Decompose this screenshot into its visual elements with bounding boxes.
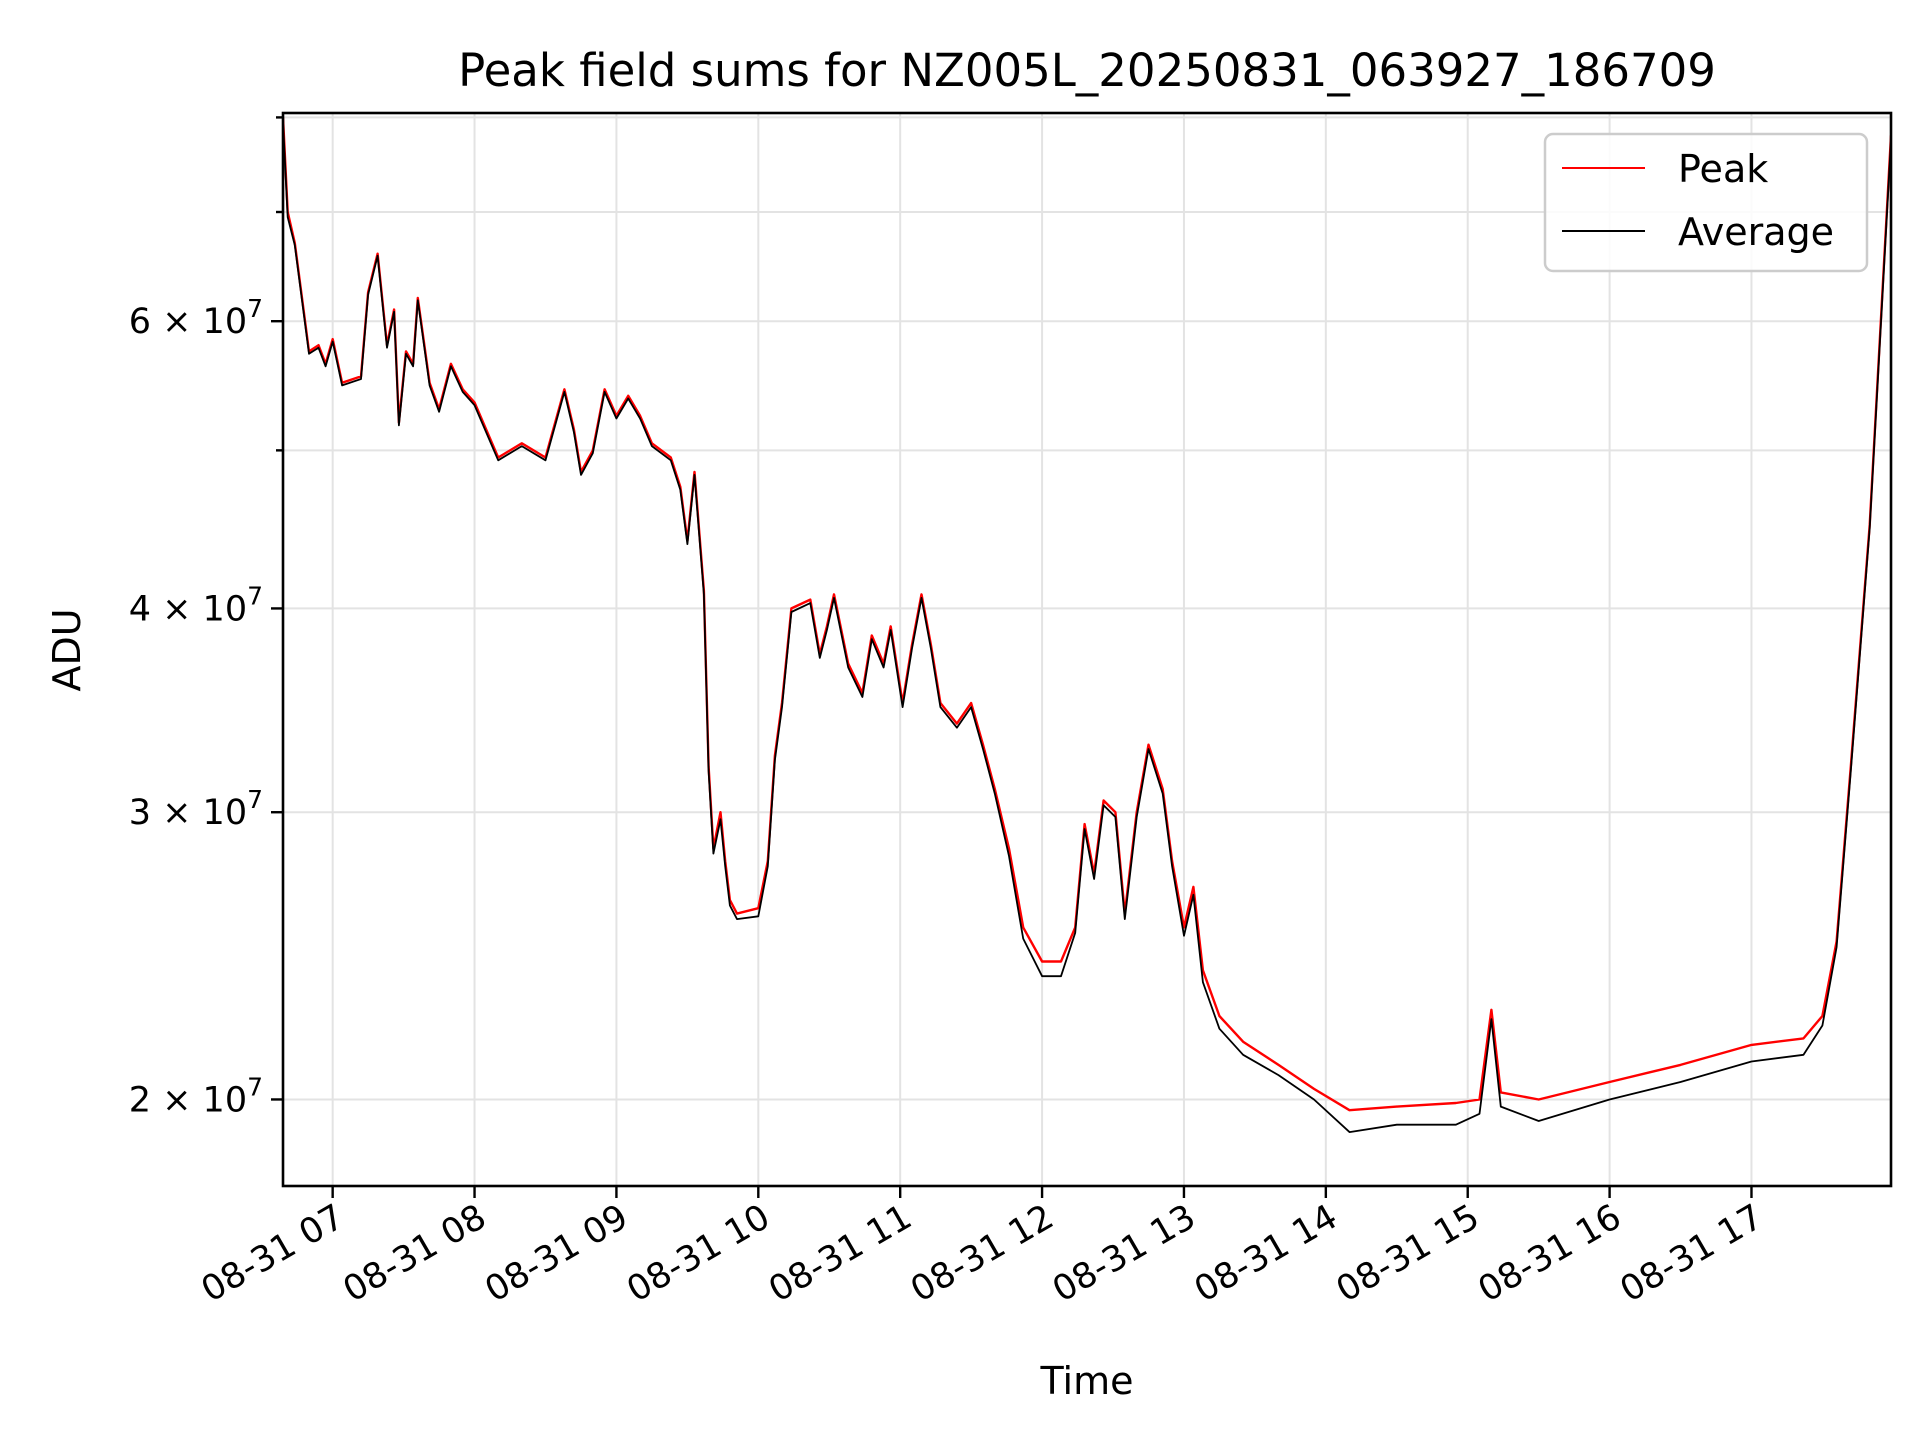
y-tick-label: 3 × 107 [129, 785, 263, 833]
x-axis-label: Time [1040, 1359, 1134, 1403]
y-tick-label: 6 × 107 [129, 294, 263, 342]
chart-title: Peak field sums for NZ005L_20250831_0639… [458, 44, 1716, 97]
legend-label-average: Average [1678, 210, 1834, 254]
y-tick-label: 2 × 107 [129, 1072, 263, 1120]
y-axis-label: ADU [45, 608, 89, 691]
plot-frame [281, 111, 1893, 1188]
series-line-average [283, 121, 1891, 1133]
legend-label-peak: Peak [1678, 147, 1768, 191]
grid-layer [283, 113, 1891, 1186]
y-tick-label: 4 × 107 [129, 581, 263, 629]
legend: Peak Average [1543, 132, 1869, 273]
series-layer [283, 117, 1891, 1133]
